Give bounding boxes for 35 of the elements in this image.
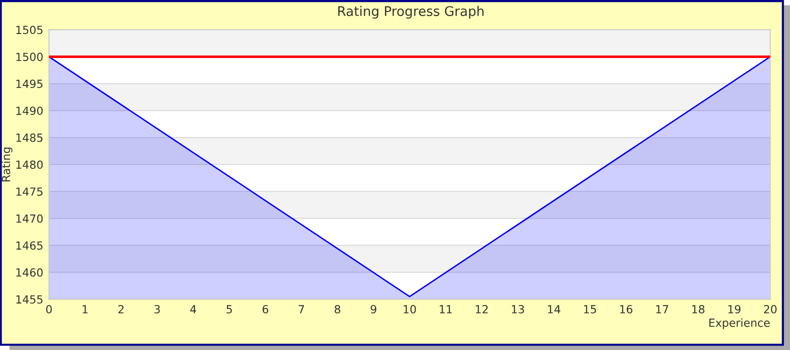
x-tick-label: 19 bbox=[728, 305, 740, 314]
x-tick-label: 2 bbox=[118, 305, 124, 314]
x-axis-title: Experience bbox=[709, 318, 770, 330]
x-tick-label: 0 bbox=[46, 305, 52, 314]
y-tick-label: 1475 bbox=[16, 188, 42, 196]
x-tick-label: 12 bbox=[476, 305, 488, 314]
y-tick-label: 1455 bbox=[16, 295, 42, 304]
x-tick-label: 11 bbox=[440, 305, 452, 314]
y-tick-label: 1480 bbox=[16, 160, 43, 169]
x-tick-label: 18 bbox=[692, 305, 704, 314]
x-tick-label: 6 bbox=[262, 305, 268, 314]
y-tick-label: 1485 bbox=[16, 134, 42, 142]
y-tick-label: 1500 bbox=[16, 52, 43, 62]
x-tick-label: 1 bbox=[82, 305, 88, 314]
y-tick-label: 1490 bbox=[16, 106, 43, 115]
x-tick-label: 14 bbox=[548, 305, 560, 314]
y-tick-label: 1495 bbox=[16, 80, 42, 88]
y-tick-label: 1460 bbox=[16, 268, 43, 277]
y-tick-label: 1465 bbox=[16, 241, 42, 250]
x-tick-label: 20 bbox=[764, 305, 777, 314]
y-tick-label: 1505 bbox=[16, 26, 42, 34]
x-tick-label: 5 bbox=[226, 305, 232, 314]
chart-title: Rating Progress Graph bbox=[338, 6, 484, 19]
x-tick-label: 7 bbox=[298, 305, 304, 314]
x-tick-label: 9 bbox=[370, 305, 376, 314]
y-axis-title: Rating bbox=[2, 148, 12, 182]
x-tick-label: 16 bbox=[620, 305, 632, 314]
x-tick-label: 15 bbox=[584, 305, 596, 314]
x-tick-label: 10 bbox=[404, 305, 416, 314]
x-tick-label: 17 bbox=[656, 305, 668, 314]
x-tick-label: 4 bbox=[190, 305, 196, 314]
x-tick-label: 8 bbox=[334, 305, 340, 314]
y-tick-label: 1470 bbox=[16, 214, 43, 223]
x-tick-label: 3 bbox=[154, 305, 160, 314]
x-tick-label: 13 bbox=[512, 305, 524, 314]
